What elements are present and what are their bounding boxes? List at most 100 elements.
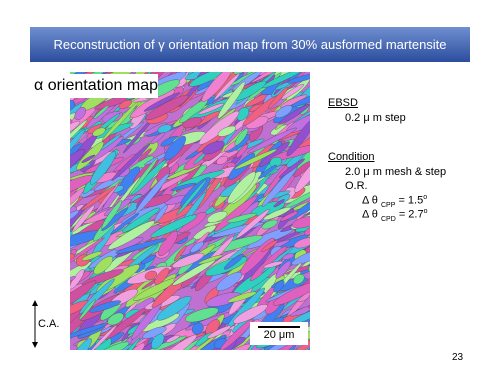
- grain: [308, 301, 310, 309]
- grain: [198, 254, 224, 265]
- grain: [70, 99, 76, 112]
- grain: [280, 211, 298, 222]
- grain: [227, 291, 257, 303]
- grain: [261, 219, 278, 230]
- grain: [170, 182, 197, 191]
- grain: [70, 143, 83, 168]
- superscript: o: [423, 194, 428, 201]
- grain: [111, 142, 151, 181]
- grain: [235, 209, 270, 239]
- grain: [273, 280, 285, 293]
- grain: [247, 127, 297, 154]
- grain: [121, 342, 146, 350]
- grain: [143, 92, 181, 112]
- grain: [263, 206, 292, 221]
- grain: [154, 267, 170, 285]
- grain: [207, 211, 228, 223]
- scale-line: [258, 326, 300, 328]
- axis-box: [30, 298, 70, 350]
- grain: [164, 135, 186, 161]
- note-heading: Condition: [328, 151, 375, 163]
- grain: [278, 104, 310, 125]
- superscript: o: [423, 208, 428, 215]
- subscript: CPD: [380, 215, 396, 223]
- grain: [258, 164, 277, 180]
- grain: [70, 250, 72, 263]
- grain: [70, 179, 73, 200]
- grain: [234, 148, 278, 170]
- grain: [91, 341, 130, 350]
- grain: [213, 72, 241, 101]
- grain: [70, 253, 75, 268]
- grain: [233, 72, 269, 75]
- grain: [150, 214, 198, 238]
- grain: [70, 205, 77, 221]
- grain: [70, 119, 88, 151]
- grain: [158, 339, 199, 350]
- grain: [189, 241, 204, 253]
- grain: [70, 249, 77, 279]
- grain: [81, 251, 103, 261]
- grain: [157, 124, 172, 134]
- grain: [272, 281, 310, 306]
- grain: [70, 120, 81, 142]
- grain: [286, 116, 310, 157]
- grain: [166, 334, 180, 343]
- grain: [217, 125, 237, 137]
- grain: [220, 318, 254, 350]
- grain: [101, 101, 139, 141]
- map-label: α orientation map: [30, 74, 158, 98]
- grain: [308, 253, 310, 272]
- grain: [275, 105, 293, 118]
- grain: [157, 334, 198, 350]
- grain: [287, 192, 310, 221]
- grain: [251, 72, 297, 83]
- grain: [70, 119, 73, 135]
- grain: [90, 151, 117, 185]
- axis-arrow: [32, 300, 38, 348]
- value: = 1.5: [398, 194, 424, 207]
- grain: [291, 249, 310, 266]
- grain: [176, 179, 207, 216]
- grain: [192, 322, 204, 335]
- grain: [95, 181, 120, 213]
- note-text: O.R.: [345, 180, 368, 192]
- grain: [234, 128, 249, 146]
- grain: [70, 231, 73, 250]
- grain: [81, 154, 96, 163]
- grain: [101, 200, 123, 229]
- grain: [70, 276, 76, 283]
- grain: [134, 172, 170, 215]
- grain: [70, 323, 109, 340]
- symbol: Δ θ: [362, 194, 378, 207]
- grain: [263, 261, 283, 269]
- axis-label: C.A.: [38, 318, 60, 330]
- grain: [150, 132, 165, 145]
- grain: [217, 81, 246, 119]
- subscript: CPP: [380, 201, 396, 209]
- grain: [172, 252, 205, 269]
- grain: [216, 271, 243, 292]
- grain: [304, 225, 310, 236]
- grain: [110, 213, 140, 235]
- grain: [269, 157, 282, 168]
- grain: [74, 107, 86, 121]
- grain: [154, 204, 168, 223]
- grain: [80, 186, 116, 211]
- note-text: 2.0 μ m mesh & step: [345, 166, 447, 178]
- grain: [282, 253, 295, 260]
- grain: [233, 304, 268, 324]
- grain: [89, 324, 118, 350]
- grain: [227, 171, 256, 204]
- grain: [70, 187, 85, 211]
- grain: [115, 238, 167, 254]
- grain: [198, 103, 225, 115]
- note-formula: Δ θ CPD = 2.7o: [362, 208, 428, 223]
- grain: [93, 256, 114, 275]
- grain: [278, 158, 305, 178]
- scale-label: 20 μm: [263, 329, 295, 341]
- grain: [151, 333, 165, 350]
- grain: [70, 210, 80, 226]
- grain: [216, 155, 228, 165]
